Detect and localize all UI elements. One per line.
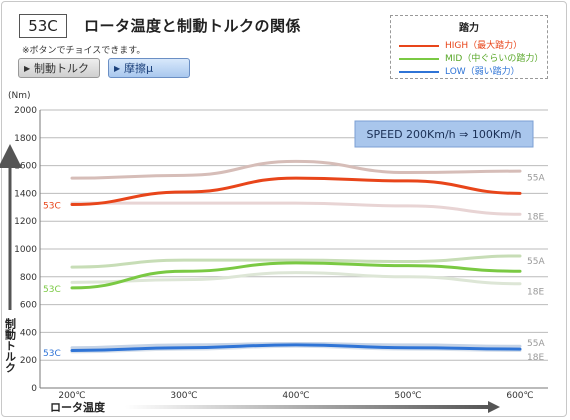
x-tick-label: 600℃ (506, 391, 533, 401)
y-tick-label: 200 (20, 356, 37, 366)
y-tick-label: 1600 (14, 162, 37, 172)
y-axis-label: 制動トルク (4, 317, 17, 373)
series-label: 55A (527, 339, 545, 349)
y-tick-label: 1000 (14, 245, 37, 255)
legend-swatch (399, 44, 439, 47)
series-label: 53C (43, 349, 61, 359)
y-tick-label: 2000 (14, 106, 37, 116)
x-tick-label: 200℃ (58, 391, 85, 401)
legend-label: LOW（弱い踏力） (445, 67, 520, 77)
series-line-high-18e (70, 201, 522, 216)
legend-label: MID（中ぐらいの踏力） (445, 54, 544, 64)
legend-title: 踏力 (459, 23, 479, 34)
series-label: 53C (43, 285, 61, 295)
y-tick-label: 1200 (14, 217, 37, 227)
play-arrow-icon: ▶ (24, 64, 31, 73)
series-line-high-53c (70, 176, 522, 207)
series-label: 53C (43, 202, 61, 212)
series-line-mid-53c (70, 261, 522, 290)
series-label: 18E (527, 288, 544, 298)
legend-label: HIGH（最大踏力） (445, 41, 523, 51)
y-tick-label: 0 (31, 384, 37, 394)
legend-swatch (399, 57, 439, 60)
y-tick-label: 800 (20, 273, 37, 283)
x-axis-label: ロータ温度 (50, 400, 106, 414)
x-axis-arrow-bar (125, 405, 490, 409)
torque-button-label: 制動トルク (34, 62, 89, 75)
x-tick-label: 400℃ (282, 391, 309, 401)
page-title: ロータ温度と制動トルクの関係 (84, 17, 302, 35)
series-line-low-53c (70, 343, 522, 352)
y-tick-label: 400 (20, 328, 37, 338)
legend: 踏力 HIGH（最大踏力） MID（中ぐらいの踏力） LOW（弱い踏力） (390, 15, 548, 79)
legend-item-mid: MID（中ぐらいの踏力） (399, 51, 543, 64)
legend-swatch (399, 70, 439, 73)
legend-item-high: HIGH（最大踏力） (399, 38, 522, 51)
y-unit-label: (Nm) (8, 91, 31, 101)
x-axis-arrow-head (488, 401, 500, 413)
y-tick-label: 600 (20, 301, 37, 311)
series-line-mid-18e (70, 271, 522, 286)
product-code: 53C (19, 14, 67, 38)
friction-button[interactable]: ▶ 摩擦μ (108, 58, 190, 78)
series-line-high-55a (70, 159, 522, 180)
speed-box-bg (354, 120, 534, 148)
legend-item-low: LOW（弱い踏力） (399, 64, 520, 77)
series-line-mid-55a (70, 254, 522, 269)
y-tick-label: 1400 (14, 189, 37, 199)
friction-button-label: 摩擦μ (124, 62, 153, 75)
series-label: 18E (527, 213, 544, 223)
series-label: 55A (527, 174, 545, 184)
choice-note: ※ボタンでチョイスできます。 (22, 46, 146, 56)
play-arrow-icon: ▶ (114, 64, 121, 73)
speed-box-text: SPEED 200Km/h ⇒ 100Km/h (367, 128, 522, 141)
torque-button[interactable]: ▶ 制動トルク (18, 58, 100, 78)
y-tick-label: 1800 (14, 134, 37, 144)
x-tick-label: 300℃ (170, 391, 197, 401)
series-label: 18E (527, 353, 544, 363)
x-tick-label: 500℃ (394, 391, 421, 401)
series-label: 55A (527, 257, 545, 267)
speed-box: SPEED 200Km/h ⇒ 100Km/h (354, 120, 534, 148)
